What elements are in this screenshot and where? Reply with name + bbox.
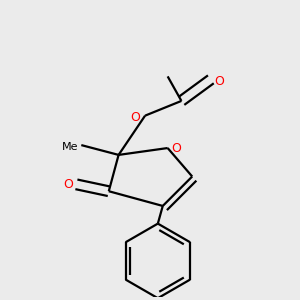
Text: O: O: [64, 178, 74, 191]
Text: O: O: [172, 142, 182, 155]
Text: Me: Me: [62, 142, 78, 152]
Text: O: O: [214, 75, 224, 88]
Text: O: O: [130, 111, 140, 124]
